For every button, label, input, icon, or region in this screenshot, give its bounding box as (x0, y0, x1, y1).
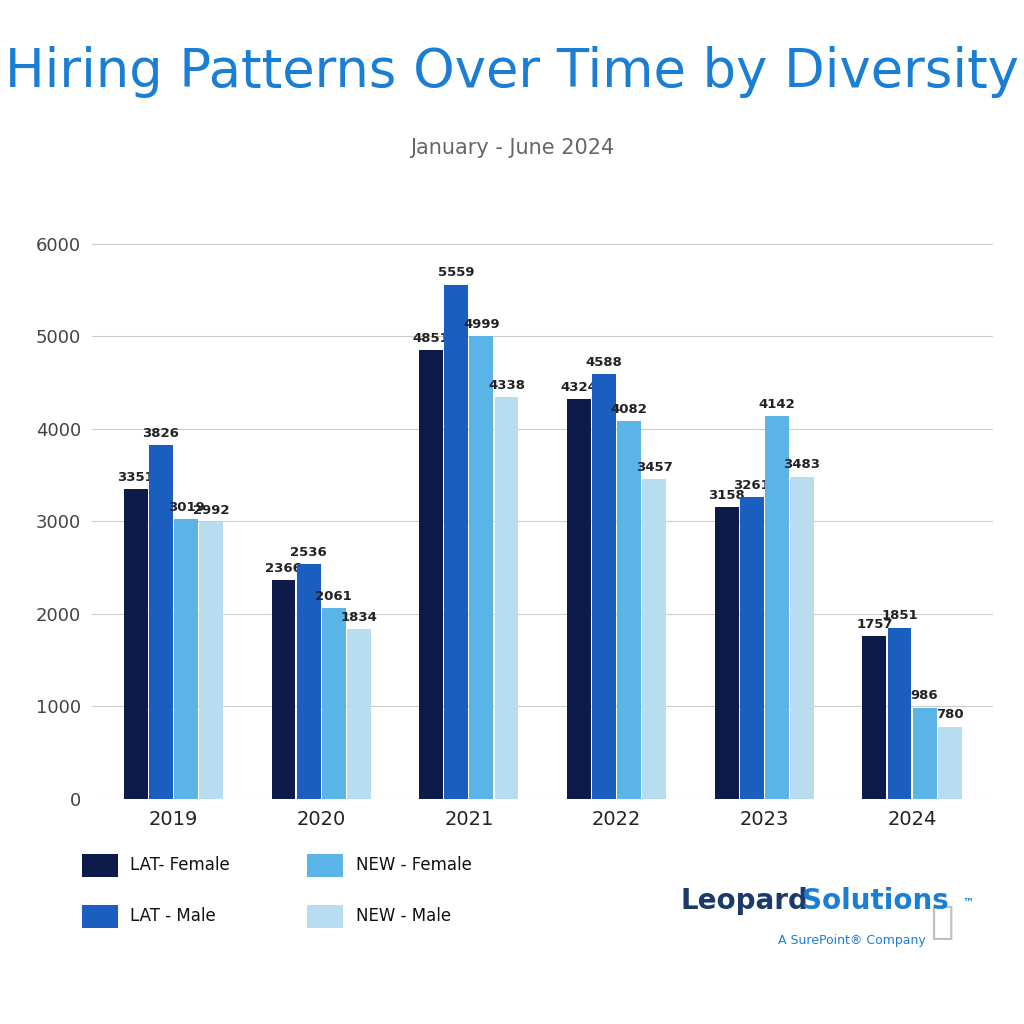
Text: 3457: 3457 (636, 461, 673, 474)
Text: LAT- Female: LAT- Female (130, 856, 230, 874)
Text: 1757: 1757 (856, 618, 893, 631)
Bar (715, 507, 738, 799)
Bar (322, 608, 346, 799)
Bar (444, 285, 468, 799)
Bar (347, 629, 371, 799)
Bar (617, 421, 641, 799)
Text: 2536: 2536 (290, 546, 327, 559)
Text: 4588: 4588 (586, 356, 623, 370)
Text: 4999: 4999 (463, 318, 500, 332)
Bar (297, 564, 321, 799)
Text: 2992: 2992 (193, 504, 229, 517)
Text: 3483: 3483 (783, 459, 820, 471)
Bar (592, 375, 616, 799)
Bar (765, 416, 788, 799)
Bar (642, 479, 667, 799)
Text: 986: 986 (910, 689, 938, 702)
Text: Leopard: Leopard (681, 887, 809, 915)
Text: LAT - Male: LAT - Male (130, 907, 216, 926)
Bar (174, 519, 198, 799)
Text: 3158: 3158 (709, 488, 745, 502)
Text: 3826: 3826 (142, 427, 179, 439)
Text: 1834: 1834 (340, 611, 377, 624)
Text: 3351: 3351 (118, 471, 155, 483)
Bar (148, 444, 173, 799)
Bar (124, 488, 147, 799)
Text: Hiring Patterns Over Time by Diversity: Hiring Patterns Over Time by Diversity (5, 46, 1019, 98)
Bar (469, 336, 494, 799)
Text: NEW - Male: NEW - Male (355, 907, 451, 926)
Bar (419, 350, 443, 799)
Text: 🐆: 🐆 (931, 902, 953, 941)
Text: 1851: 1851 (882, 609, 918, 623)
Bar (739, 497, 764, 799)
Text: NEW - Female: NEW - Female (355, 856, 471, 874)
Text: 3261: 3261 (733, 479, 770, 492)
Bar (862, 636, 887, 799)
Text: 2366: 2366 (265, 562, 302, 574)
Text: 780: 780 (936, 709, 964, 722)
Text: 2061: 2061 (315, 590, 352, 603)
Text: 4338: 4338 (488, 380, 525, 392)
Text: Solutions: Solutions (802, 887, 948, 915)
Text: 4324: 4324 (560, 381, 597, 393)
Text: 5559: 5559 (438, 266, 474, 280)
Bar (912, 708, 937, 799)
Bar (199, 522, 223, 799)
Bar (271, 580, 295, 799)
Bar (567, 398, 591, 799)
Text: 4082: 4082 (610, 403, 647, 416)
Bar (938, 727, 962, 799)
Text: ™: ™ (963, 898, 974, 908)
Bar (791, 476, 814, 799)
Text: 4142: 4142 (759, 397, 796, 411)
Bar (888, 628, 911, 799)
Text: 3019: 3019 (168, 502, 205, 514)
Text: A SurePoint® Company: A SurePoint® Company (778, 934, 926, 946)
Text: 4851: 4851 (413, 332, 450, 345)
Text: January - June 2024: January - June 2024 (410, 138, 614, 159)
Bar (495, 397, 518, 799)
